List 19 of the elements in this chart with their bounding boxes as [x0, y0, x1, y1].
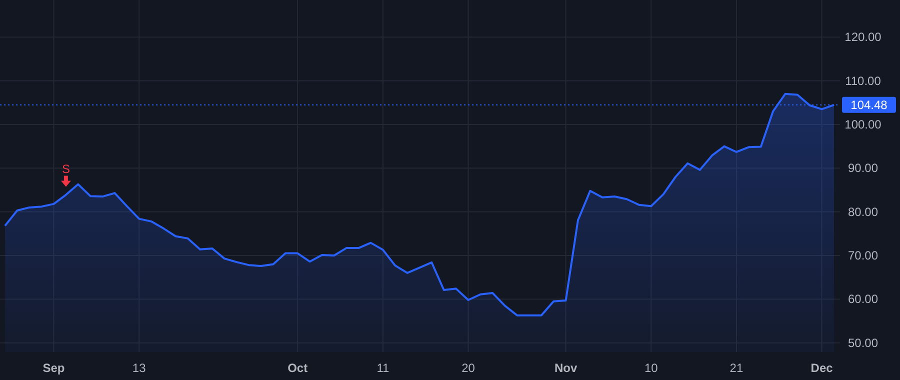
x-tick-label: Sep	[42, 361, 65, 375]
y-tick-label: 70.00	[848, 248, 878, 262]
annotation: S	[62, 162, 70, 176]
x-tick-label: Oct	[288, 361, 308, 375]
x-tick-label: Nov	[554, 361, 578, 375]
x-tick-label: 20	[462, 361, 476, 375]
x-tick-label: 11	[376, 361, 390, 375]
y-tick-label: 100.00	[844, 117, 882, 132]
ref-line-label: 104.48	[850, 98, 888, 112]
x-tick-label: Dec	[810, 361, 834, 375]
y-tick-label: 120.00	[844, 30, 882, 44]
y-tick-label: 80.00	[848, 204, 878, 219]
x-tick-label: 10	[644, 361, 658, 375]
x-tick-label: 13	[132, 361, 146, 375]
x-tick-label: 21	[730, 361, 744, 375]
y-tick-label: 90.00	[848, 161, 878, 176]
y-tick-label: 50.00	[848, 336, 878, 350]
y-tick-label: 60.00	[848, 292, 878, 306]
y-tick-label: 110.00	[845, 74, 882, 88]
